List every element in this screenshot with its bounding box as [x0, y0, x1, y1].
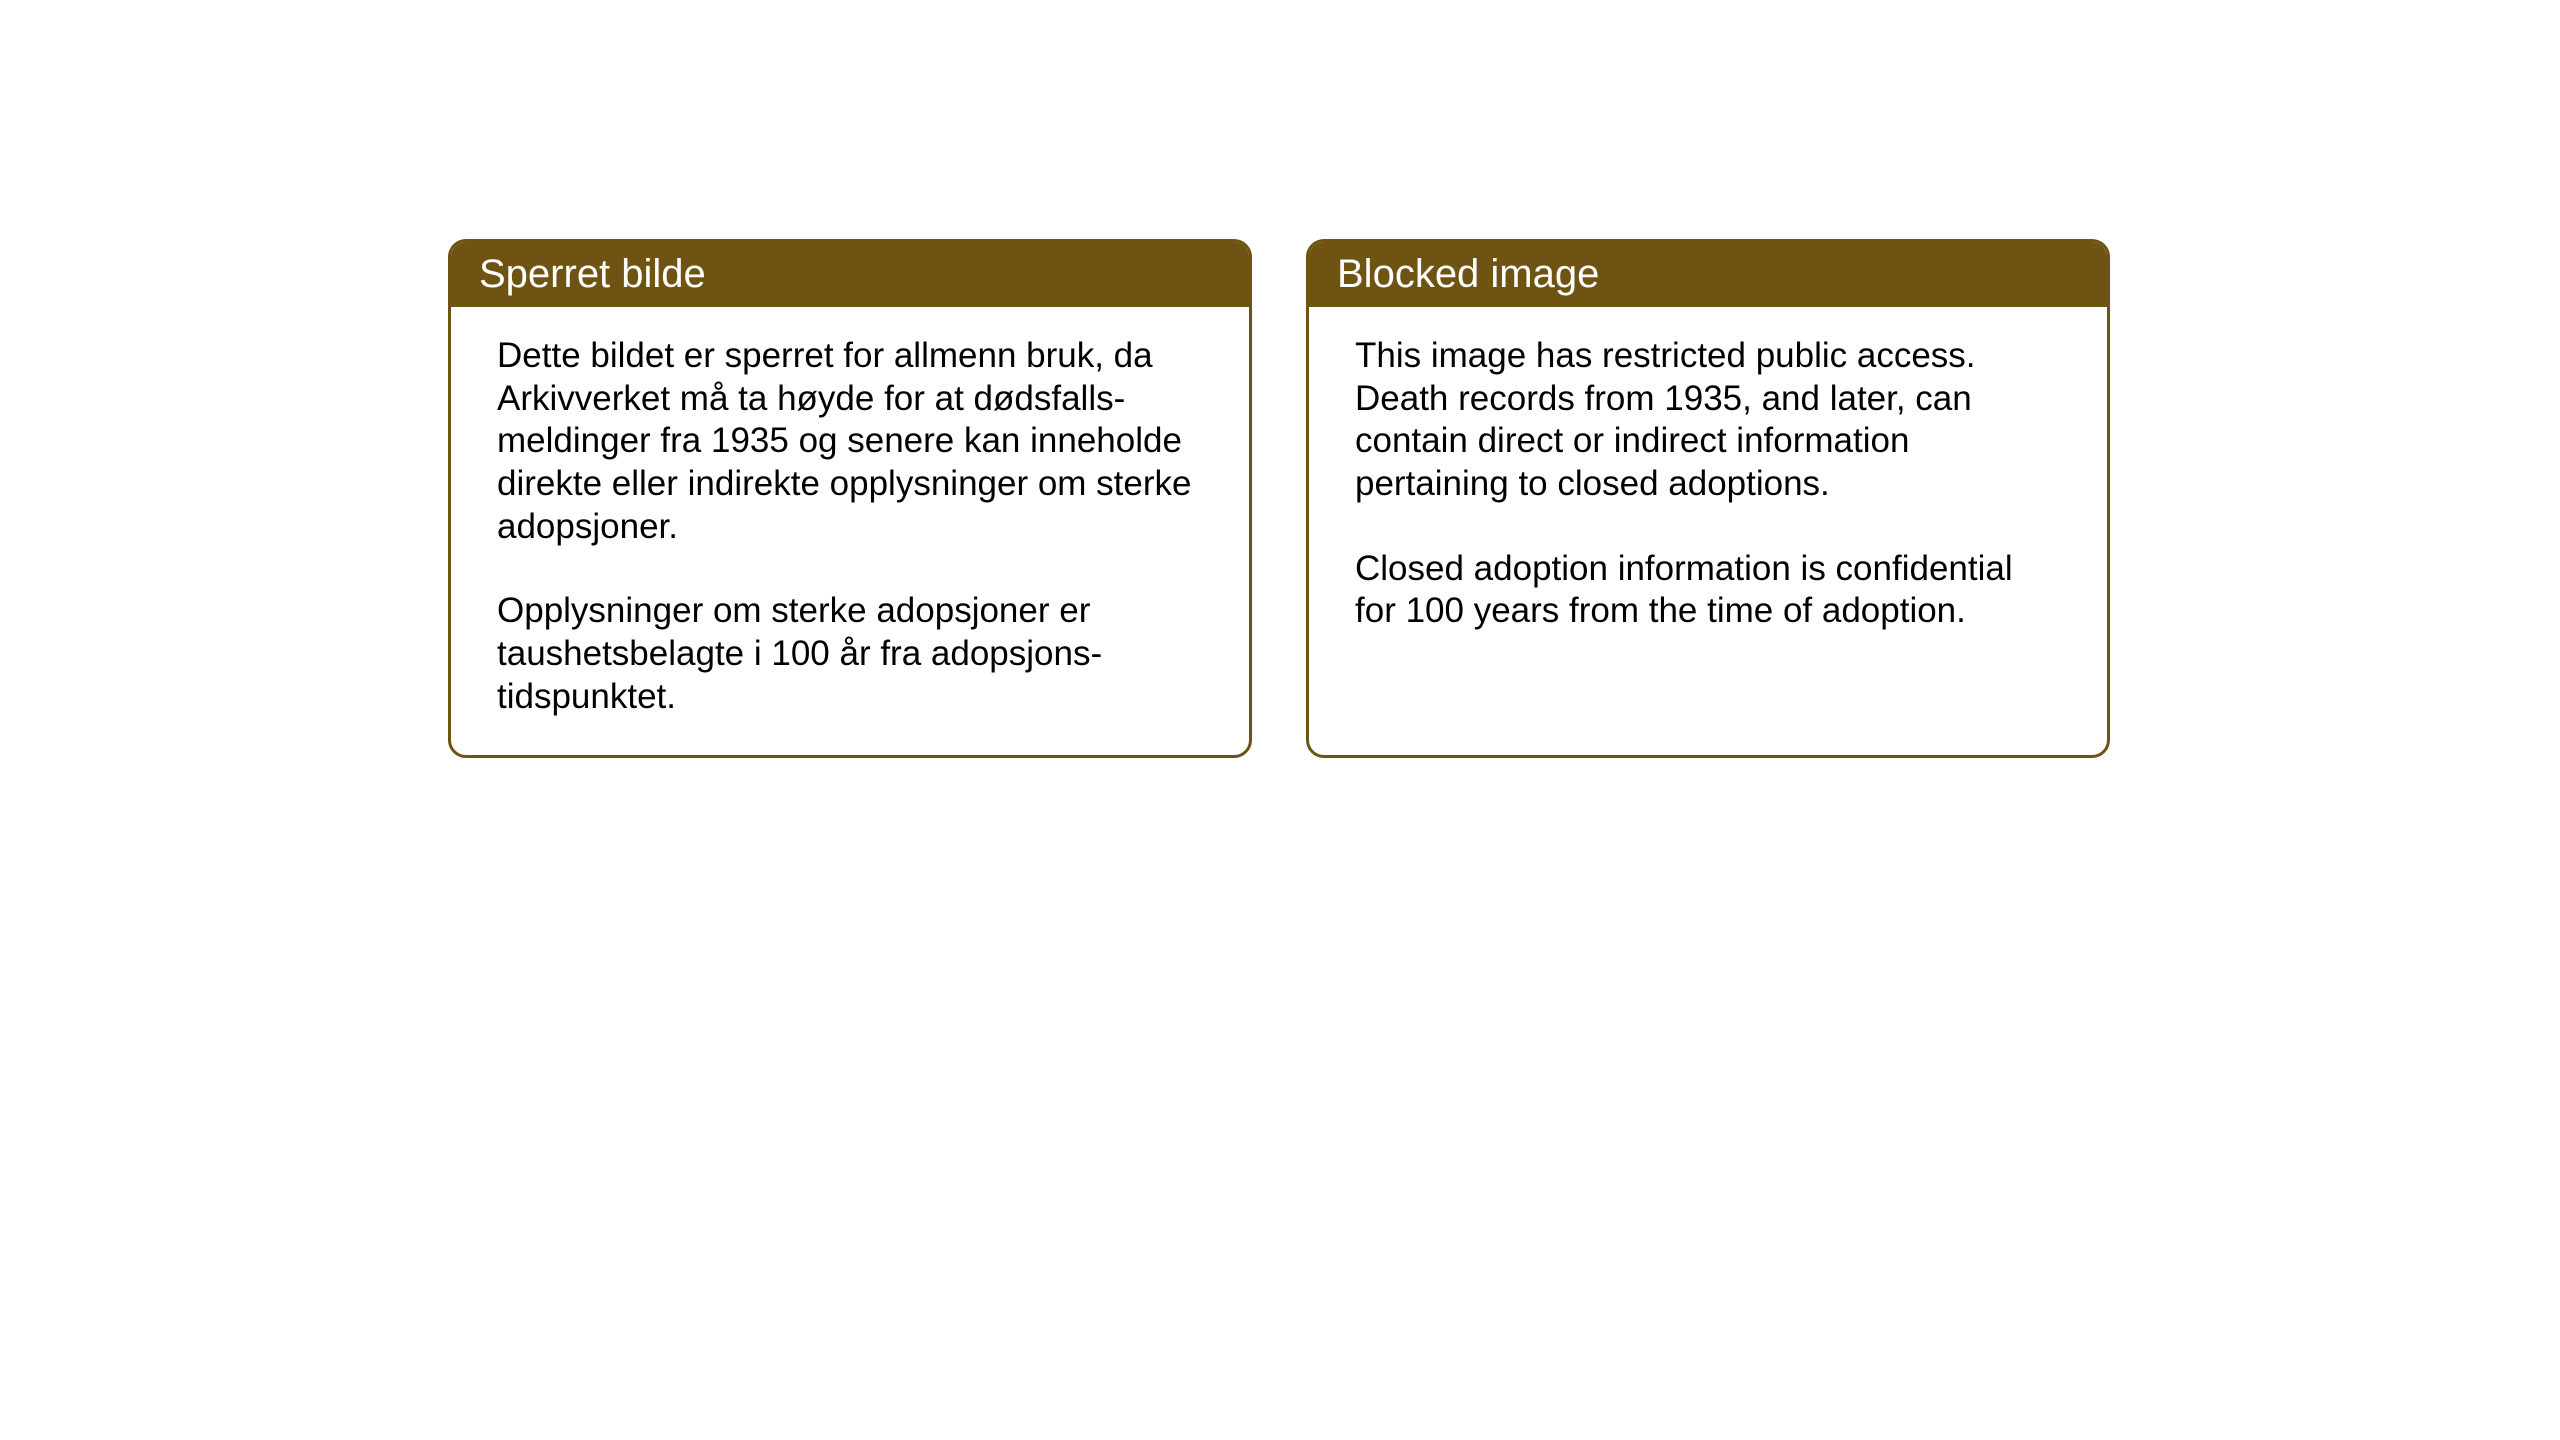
notice-cards-container: Sperret bilde Dette bildet er sperret fo… [448, 239, 2110, 758]
norwegian-paragraph-1: Dette bildet er sperret for allmenn bruk… [497, 335, 1203, 548]
norwegian-notice-card: Sperret bilde Dette bildet er sperret fo… [448, 239, 1252, 758]
norwegian-paragraph-2: Opplysninger om sterke adopsjoner er tau… [497, 590, 1203, 718]
english-card-title: Blocked image [1309, 242, 2107, 307]
english-paragraph-1: This image has restricted public access.… [1355, 335, 2061, 506]
english-notice-card: Blocked image This image has restricted … [1306, 239, 2110, 758]
norwegian-card-title: Sperret bilde [451, 242, 1249, 307]
english-card-body: This image has restricted public access.… [1309, 307, 2107, 727]
english-paragraph-2: Closed adoption information is confident… [1355, 548, 2061, 633]
norwegian-card-body: Dette bildet er sperret for allmenn bruk… [451, 307, 1249, 755]
